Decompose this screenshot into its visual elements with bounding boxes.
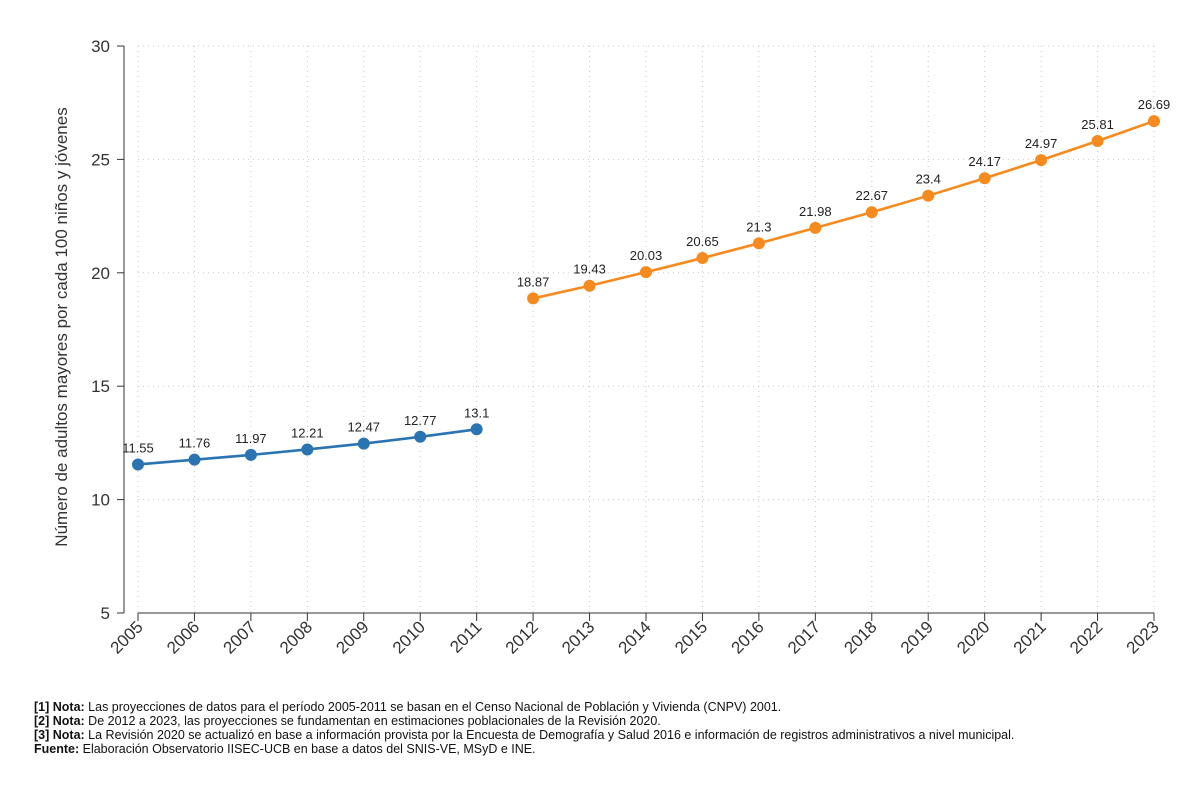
source-text: Elaboración Observatorio IISEC-UCB en ba…: [79, 742, 536, 756]
x-tick-label: 2008: [276, 617, 316, 657]
axes-layer: 2005 2006 2007 2008 2009 2010 2011 2012 2013 2014…: [91, 37, 1163, 658]
source-label: Fuente:: [34, 742, 80, 756]
x-tick-label: 2006: [163, 617, 203, 657]
data-label: 21.98: [799, 204, 832, 219]
note-3-label: [3] Nota:: [34, 728, 85, 742]
series-line-2: [532, 119, 1155, 300]
note-3-text: La Revisión 2020 se actualizó en base a …: [84, 728, 1015, 742]
data-point: [865, 206, 878, 219]
x-tick-label: 2010: [389, 617, 429, 657]
data-point: [922, 189, 935, 202]
data-point: [301, 443, 314, 456]
data-label: 21.3: [746, 219, 771, 234]
x-tick-label: 2014: [615, 617, 655, 657]
chart-notes: [1] Nota: Las proyecciones de datos para…: [34, 700, 1014, 756]
x-tick-label: 2012: [502, 617, 542, 657]
data-label: 24.97: [1025, 136, 1058, 151]
note-1-text: Las proyecciones de datos para el períod…: [84, 700, 782, 714]
note-1-label: [1] Nota:: [34, 700, 85, 714]
data-label: 24.17: [968, 154, 1001, 169]
data-label: 20.03: [630, 248, 663, 263]
series-layer: [132, 115, 1160, 471]
y-tick-label: 10: [91, 491, 110, 510]
data-label: 12.21: [291, 425, 324, 440]
data-point: [470, 423, 483, 436]
y-tick-label: 20: [91, 264, 110, 283]
x-tick-label: 2021: [1010, 617, 1050, 657]
y-axis-label: Número de adultos mayores por cada 100 n…: [52, 107, 71, 546]
data-label: 23.4: [916, 172, 941, 187]
x-tick-label: 2009: [332, 617, 372, 657]
x-tick-label: 2019: [897, 617, 937, 657]
data-label: 18.87: [517, 274, 550, 289]
source-note: Fuente: Elaboración Observatorio IISEC-U…: [34, 742, 1014, 756]
data-label: 11.76: [179, 436, 211, 451]
line-chart: 2005 2006 2007 2008 2009 2010 2011 2012 2013 2014…: [52, 37, 1170, 658]
data-label: 22.67: [856, 188, 889, 203]
data-label: 11.97: [235, 431, 267, 446]
x-tick-label: 2022: [1066, 617, 1106, 657]
data-point: [132, 458, 144, 471]
data-label: 26.69: [1138, 97, 1171, 112]
data-point: [1091, 135, 1104, 148]
data-point: [583, 279, 596, 292]
data-label: 11.55: [122, 440, 154, 455]
data-point: [752, 237, 765, 250]
x-tick-label: 2007: [220, 617, 260, 657]
data-point: [414, 430, 427, 443]
data-label: 25.81: [1081, 117, 1114, 132]
note-2-text: De 2012 a 2023, las proyecciones se fund…: [84, 714, 661, 728]
x-tick-label: 2005: [107, 617, 147, 657]
data-point: [527, 292, 540, 305]
x-tick-label: 2015: [671, 617, 711, 657]
y-tick-label: 15: [91, 377, 110, 396]
data-point: [809, 221, 822, 234]
data-point: [1148, 115, 1160, 128]
data-point: [244, 448, 257, 461]
x-tick-label: 2023: [1123, 617, 1163, 657]
x-tick-label: 2018: [840, 617, 880, 657]
x-tick-label: 2020: [953, 617, 993, 657]
x-tick-label: 2017: [784, 617, 824, 657]
note-2-label: [2] Nota:: [34, 714, 85, 728]
x-tick-label: 2016: [728, 617, 768, 657]
grid-layer: [137, 45, 1155, 613]
data-point: [978, 172, 991, 185]
y-tick-label: 25: [91, 150, 110, 169]
data-point: [1035, 154, 1048, 167]
x-tick-label: 2013: [558, 617, 598, 657]
data-label: 19.43: [573, 262, 606, 277]
data-point: [357, 437, 370, 450]
data-label: 12.77: [404, 413, 437, 428]
data-point: [696, 252, 709, 265]
note-2: [2] Nota: De 2012 a 2023, las proyeccion…: [34, 714, 1014, 728]
y-tick-label: 5: [101, 604, 110, 623]
x-tick-label: 2011: [446, 617, 485, 656]
data-label: 20.65: [686, 234, 719, 249]
data-labels-layer: 11.55 11.76 11.97 12.21 12.47 12.77 13.1 18.87 1…: [122, 97, 1170, 455]
y-tick-label: 30: [91, 37, 110, 56]
data-label: 12.47: [348, 420, 381, 435]
data-point: [640, 266, 652, 279]
data-label: 13.1: [464, 405, 489, 420]
data-point: [188, 453, 201, 466]
note-3: [3] Nota: La Revisión 2020 se actualizó …: [34, 728, 1014, 742]
note-1: [1] Nota: Las proyecciones de datos para…: [34, 700, 1014, 714]
